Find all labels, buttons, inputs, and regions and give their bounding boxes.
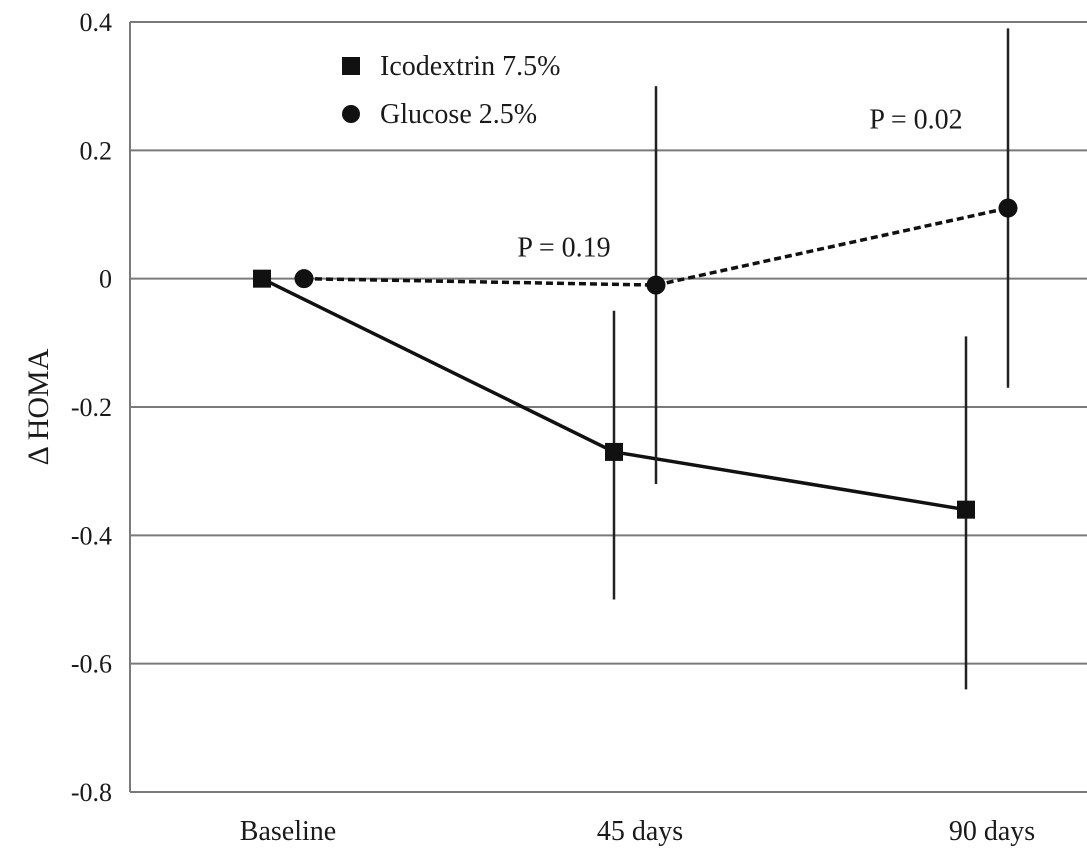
legend-item: Icodextrin 7.5% bbox=[342, 51, 560, 82]
legend-label: Icodextrin 7.5% bbox=[380, 51, 560, 82]
series-icodextrin bbox=[253, 269, 975, 690]
y-axis-label: Δ HOMA bbox=[22, 348, 55, 465]
y-tick-label: -0.2 bbox=[71, 393, 112, 422]
x-tick-label: 45 days bbox=[597, 816, 683, 847]
y-tick-label: -0.8 bbox=[71, 778, 112, 807]
p-value-annotation: P = 0.02 bbox=[869, 104, 962, 135]
p-value-annotation: P = 0.19 bbox=[517, 233, 610, 264]
legend-label: Glucose 2.5% bbox=[380, 99, 537, 130]
labels: 0.4 0.2 0 -0.2 -0.4 -0.6 -0.8 Δ HOMA Baseline 45 … bbox=[22, 8, 1035, 847]
series-group bbox=[253, 28, 1018, 690]
y-tick-label: 0.2 bbox=[80, 136, 113, 165]
y-tick-label: 0.4 bbox=[80, 8, 113, 37]
data-point-circle bbox=[646, 275, 666, 295]
legend-circle-icon bbox=[342, 105, 360, 123]
y-tick-label: -0.6 bbox=[71, 650, 112, 679]
y-tick-label: 0 bbox=[99, 265, 112, 294]
legend-item: Glucose 2.5% bbox=[342, 99, 537, 130]
data-point-square bbox=[605, 442, 623, 461]
data-point-square bbox=[253, 269, 271, 288]
data-point-square bbox=[957, 500, 975, 519]
data-point-circle bbox=[998, 198, 1018, 218]
legend: Icodextrin 7.5% Glucose 2.5% bbox=[342, 51, 560, 130]
x-tick-label: Baseline bbox=[240, 816, 336, 847]
data-point-circle bbox=[294, 269, 314, 289]
legend-square-icon bbox=[342, 57, 360, 75]
gridlines bbox=[130, 21, 1087, 793]
y-tick-label: -0.4 bbox=[71, 521, 112, 550]
x-tick-label: 90 days bbox=[949, 816, 1035, 847]
series-glucose bbox=[294, 28, 1018, 484]
